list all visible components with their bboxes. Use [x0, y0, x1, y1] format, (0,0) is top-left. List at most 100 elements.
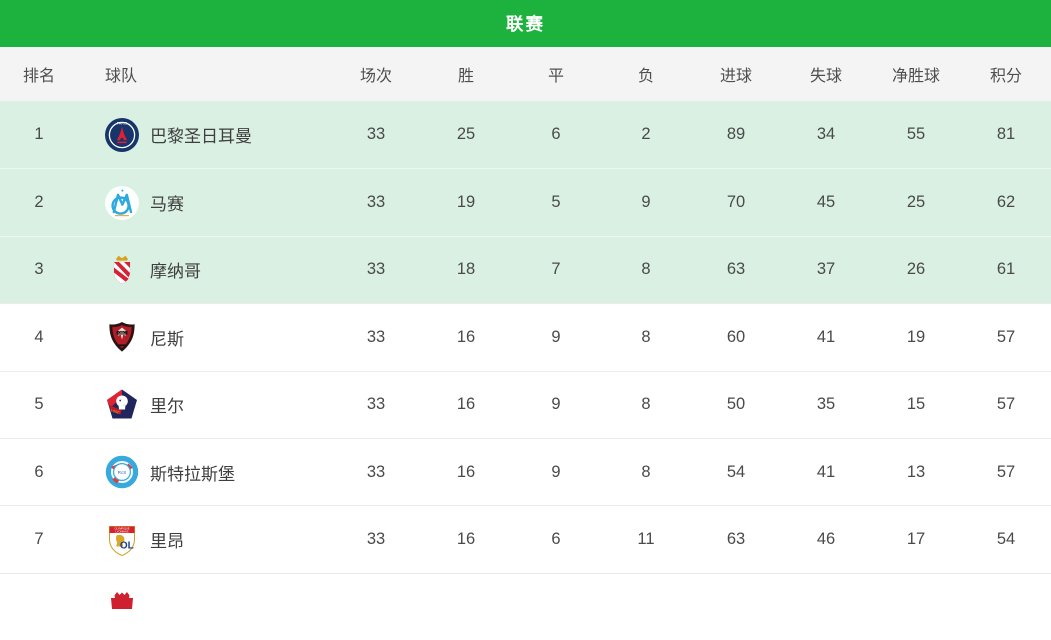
- stat-losses: 8: [641, 327, 651, 346]
- stat-goals-for: 50: [726, 395, 746, 414]
- col-header-team: 球队: [105, 68, 138, 85]
- stat-losses: 8: [641, 395, 651, 414]
- stat-wins: 16: [456, 395, 476, 414]
- stat-goals-against: 41: [816, 327, 836, 346]
- rank-value: 5: [34, 395, 44, 414]
- svg-text:OLYMPIQUE: OLYMPIQUE: [114, 526, 129, 530]
- table-row[interactable]: 5 LOSC 里尔 33 16 9 8 50 35 15 57: [0, 370, 1051, 438]
- table-row[interactable]: 6 RcS 斯特拉斯堡 33 16 9 8 54 41 13 57: [0, 437, 1051, 506]
- team-name: 马赛: [150, 195, 184, 215]
- svg-text:LYONNAIS: LYONNAIS: [116, 529, 129, 533]
- team-logo-lyon: OLYMPIQUE LYONNAIS OL: [104, 522, 140, 558]
- team-logo-psg: PARIS: [104, 117, 140, 153]
- table-row[interactable]: 2 马赛 33 19 5 9 70 45 25 62: [0, 168, 1051, 236]
- stat-played: 33: [366, 327, 386, 346]
- col-header-goals-against: 失球: [809, 68, 842, 85]
- stat-wins: 16: [456, 530, 476, 549]
- stat-draws: 6: [551, 530, 561, 549]
- stat-points: 62: [996, 193, 1016, 212]
- stat-losses: 11: [637, 530, 655, 549]
- stat-wins: 18: [456, 260, 476, 279]
- stat-draws: 5: [551, 193, 561, 212]
- table-row[interactable]: 1 PARIS 巴黎圣日耳曼 33 25 6 2 89 34 55 81: [0, 101, 1051, 169]
- stat-goals-for: 63: [726, 530, 746, 549]
- stat-losses: 8: [641, 260, 651, 279]
- team-cell: 摩纳哥: [78, 252, 331, 288]
- team-name: 摩纳哥: [150, 262, 201, 282]
- team-cell: LOSC 里尔: [78, 387, 331, 423]
- team-name: 巴黎圣日耳曼: [150, 127, 252, 147]
- team-cell: PARIS 巴黎圣日耳曼: [78, 117, 331, 153]
- team-cell: [78, 589, 331, 625]
- stat-goals-for: 70: [726, 193, 746, 212]
- stat-goals-for: 89: [726, 125, 746, 144]
- svg-text:PARIS: PARIS: [117, 121, 128, 125]
- stat-goal-diff: 17: [906, 530, 926, 549]
- stat-draws: 9: [551, 327, 561, 346]
- col-header-wins: 胜: [457, 68, 474, 85]
- stat-draws: 6: [551, 125, 561, 144]
- team-logo-strasbourg: RcS: [104, 454, 140, 490]
- stat-goals-against: 46: [816, 530, 836, 549]
- stat-goal-diff: 26: [906, 260, 926, 279]
- stat-played: 33: [366, 462, 386, 481]
- stat-points: 61: [996, 260, 1016, 279]
- stat-wins: 16: [456, 462, 476, 481]
- team-cell: OGC 尼斯: [78, 319, 331, 355]
- page-title: 联赛: [506, 14, 545, 34]
- svg-text:RcS: RcS: [118, 470, 127, 475]
- svg-text:OL: OL: [120, 540, 134, 551]
- rank-value: 2: [34, 193, 44, 212]
- stat-played: 33: [366, 125, 386, 144]
- stat-goals-for: 60: [726, 327, 746, 346]
- team-cell: 马赛: [78, 185, 331, 221]
- stat-wins: 16: [456, 327, 476, 346]
- col-header-draws: 平: [547, 68, 564, 85]
- stat-losses: 8: [641, 462, 651, 481]
- stat-draws: 9: [551, 395, 561, 414]
- team-logo-nice: OGC: [104, 319, 140, 355]
- col-header-points: 积分: [989, 68, 1022, 85]
- stat-wins: 19: [456, 193, 476, 212]
- table-body: 1 PARIS 巴黎圣日耳曼 33 25 6 2 89 34 55 81 2 马…: [0, 101, 1051, 640]
- stat-goals-for: 54: [726, 462, 746, 481]
- stat-played: 33: [366, 193, 386, 212]
- table-row[interactable]: 7 OLYMPIQUE LYONNAIS OL 里昂 33 16 6 11 63 4…: [0, 505, 1051, 573]
- stat-goal-diff: 13: [906, 462, 926, 481]
- team-logo-red-crest: [104, 589, 140, 625]
- table-row[interactable]: [0, 572, 1051, 640]
- team-name: 里昂: [150, 532, 184, 552]
- stat-goal-diff: 15: [906, 395, 926, 414]
- team-logo-lille: LOSC: [104, 387, 140, 423]
- stat-goals-against: 34: [816, 125, 836, 144]
- stat-draws: 7: [551, 260, 561, 279]
- table-row[interactable]: 3 摩纳哥 33 18 7 8 63 37 26 61: [0, 235, 1051, 304]
- stat-wins: 25: [456, 125, 476, 144]
- stat-points: 57: [996, 462, 1016, 481]
- team-name: 里尔: [150, 397, 184, 417]
- stat-points: 81: [996, 125, 1016, 144]
- svg-text:OGC: OGC: [118, 331, 126, 335]
- stat-goals-against: 41: [816, 462, 836, 481]
- stat-goal-diff: 55: [906, 125, 926, 144]
- team-cell: RcS 斯特拉斯堡: [78, 454, 331, 490]
- section-titlebar: 联赛: [0, 0, 1051, 47]
- stat-losses: 9: [641, 193, 651, 212]
- rank-value: 7: [34, 530, 44, 549]
- stat-points: 57: [996, 395, 1016, 414]
- stat-goal-diff: 19: [906, 327, 926, 346]
- stat-draws: 9: [551, 462, 561, 481]
- team-name: 尼斯: [150, 329, 184, 349]
- team-logo-marseille: [104, 185, 140, 221]
- table-header-row: 排名 球队 场次 胜 平 负 进球 失球 净胜球 积分: [0, 47, 1051, 101]
- rank-value: 6: [34, 462, 44, 481]
- stat-losses: 2: [641, 125, 651, 144]
- col-header-played: 场次: [359, 68, 392, 85]
- col-header-losses: 负: [637, 68, 654, 85]
- stat-goals-against: 45: [816, 193, 836, 212]
- svg-text:LOSC: LOSC: [110, 408, 121, 415]
- col-header-rank: 排名: [22, 68, 55, 85]
- table-row[interactable]: 4 OGC 尼斯 33 16 9 8 60 41 19 57: [0, 303, 1051, 371]
- rank-value: 1: [34, 125, 44, 144]
